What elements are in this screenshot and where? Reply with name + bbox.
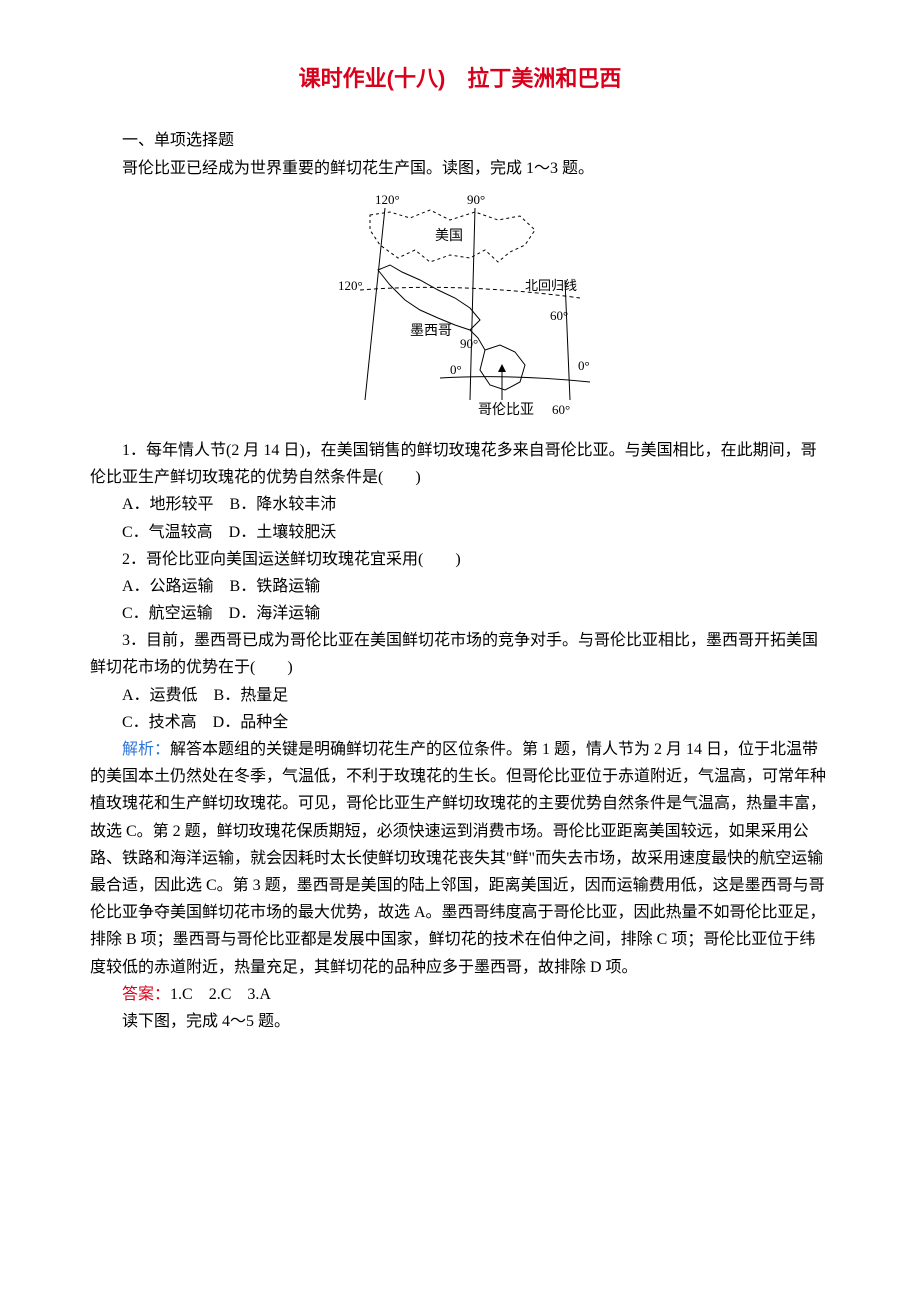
mexico-outline bbox=[378, 265, 480, 330]
q1-options-ab: A．地形较平 B．降水较丰沛 bbox=[90, 491, 830, 518]
equator-line bbox=[440, 376, 590, 381]
label-usa: 美国 bbox=[435, 228, 463, 244]
lon-120-top: 120° bbox=[375, 192, 400, 207]
q2-options-cd: C．航空运输 D．海洋运输 bbox=[90, 600, 830, 627]
answer-label: 答案： bbox=[122, 986, 170, 1003]
follow-text: 读下图，完成 4～5 题。 bbox=[90, 1008, 830, 1035]
q1-stem: 1．每年情人节(2 月 14 日)，在美国销售的鲜切玫瑰花多来自哥伦比亚。与美国… bbox=[90, 437, 830, 491]
q2-options-ab: A．公路运输 B．铁路运输 bbox=[90, 573, 830, 600]
lat-0-left: 0° bbox=[450, 362, 462, 377]
analysis-block: 解析：解答本题组的关键是明确鲜切花生产的区位条件。第 1 题，情人节为 2 月 … bbox=[90, 736, 830, 981]
q3-options-ab: A．运费低 B．热量足 bbox=[90, 682, 830, 709]
lon-60-b: 60° bbox=[552, 402, 570, 417]
label-colombia: 哥伦比亚 bbox=[478, 402, 534, 418]
lon-90-top: 90° bbox=[467, 192, 485, 207]
lon-90-bot: 90° bbox=[460, 336, 478, 351]
lon-60-a: 60° bbox=[550, 308, 568, 323]
answer-block: 答案：1.C 2.C 3.A bbox=[90, 981, 830, 1008]
page-title: 课时作业(十八) 拉丁美洲和巴西 bbox=[90, 60, 830, 97]
q2-stem: 2．哥伦比亚向美国运送鲜切玫瑰花宜采用( ) bbox=[90, 546, 830, 573]
section-heading: 一、单项选择题 bbox=[90, 127, 830, 154]
colombia-arrowhead bbox=[498, 364, 506, 372]
analysis-label: 解析： bbox=[122, 741, 170, 758]
q3-options-cd: C．技术高 D．品种全 bbox=[90, 709, 830, 736]
map-diagram: 120° 90° 美国 120° 北回归线 墨西哥 90° 60° bbox=[90, 190, 830, 429]
analysis-text: 解答本题组的关键是明确鲜切花生产的区位条件。第 1 题，情人节为 2 月 14 … bbox=[90, 741, 826, 976]
answer-text: 1.C 2.C 3.A bbox=[170, 986, 271, 1003]
lat-0-right: 0° bbox=[578, 358, 590, 373]
q1-options-cd: C．气温较高 D．土壤较肥沃 bbox=[90, 519, 830, 546]
lon-120-left: 120° bbox=[338, 278, 363, 293]
tropic-label: 北回归线 bbox=[525, 278, 577, 293]
intro-text: 哥伦比亚已经成为世界重要的鲜切花生产国。读图，完成 1～3 题。 bbox=[90, 155, 830, 182]
label-mexico: 墨西哥 bbox=[410, 324, 452, 339]
q3-stem: 3．目前，墨西哥已成为哥伦比亚在美国鲜切花市场的竞争对手。与哥伦比亚相比，墨西哥… bbox=[90, 627, 830, 681]
